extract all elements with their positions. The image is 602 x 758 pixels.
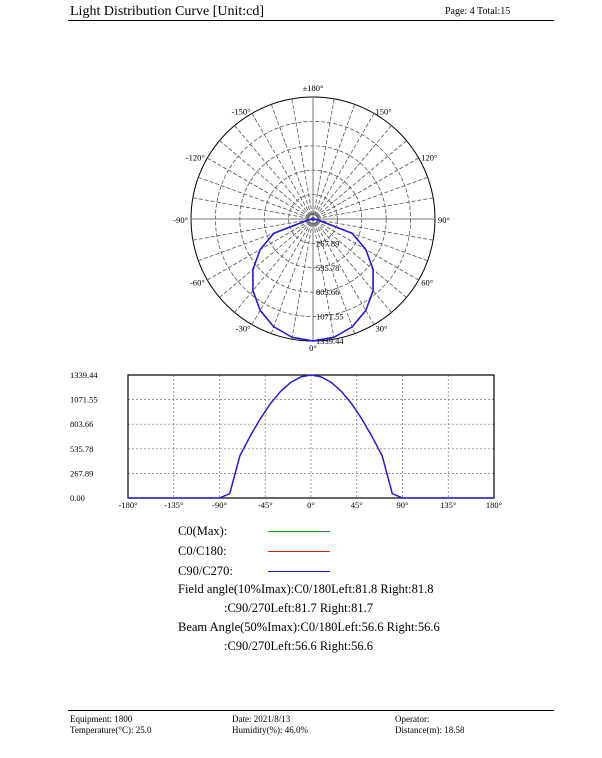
polar-angle-label: -90°: [173, 215, 188, 225]
legend-item-c0c180: C0/C180:: [178, 541, 330, 561]
polar-angle-label: 90°: [438, 215, 450, 225]
polar-series-line: [252, 218, 374, 342]
polar-radius-label: 535.78: [316, 263, 339, 273]
legend-swatch: [268, 570, 330, 572]
polar-angle-label: -120°: [186, 153, 205, 163]
x-tick-label: 180°: [486, 500, 502, 510]
legend-item-c90c270: C90/C270:: [178, 561, 330, 581]
x-tick-label: -90°: [212, 500, 227, 510]
polar-angle-label: 60°: [421, 278, 433, 288]
y-tick-label: 0.00: [70, 493, 85, 503]
humidity: Humidity(%): 46.0%: [232, 725, 308, 735]
beam-angle-c0: Beam Angle(50%Imax):C0/180Left:56.6 Righ…: [178, 620, 440, 634]
y-tick-label: 1339.44: [70, 370, 98, 380]
polar-chart: ±180° 150° -150° 120° -120° 90° -90° 60° -60° 30°…: [173, 83, 450, 353]
cartesian-chart: -180° -135° -90° -45° 0° 45° 90° 135° 180° 0.00 26…: [70, 370, 502, 510]
footer-col-1: Equipment: 1800 Temperature(°C): 25.0: [70, 714, 151, 736]
page-title: Light Distribution Curve [Unit:cd]: [70, 4, 265, 19]
distance: Distance(m): 18.58: [395, 725, 465, 735]
header-divider: [68, 20, 554, 21]
polar-angle-label: 0°: [309, 343, 317, 353]
legend-label: C0(Max):: [178, 524, 228, 538]
polar-angle-label: -150°: [232, 107, 251, 117]
field-angle-c0: Field angle(10%Imax):C0/180Left:81.8 Rig…: [178, 582, 434, 596]
x-tick-label: 45°: [351, 500, 363, 510]
legend-swatch: [268, 530, 330, 532]
legend: C0(Max): C0/C180: C90/C270:: [178, 521, 330, 581]
polar-radius-label: 1339.44: [316, 336, 344, 346]
polar-angle-label: 150°: [376, 107, 392, 117]
y-tick-label: 803.66: [70, 419, 93, 429]
polar-radius-label: 267.89: [316, 238, 339, 248]
x-tick-label: 135°: [440, 500, 456, 510]
polar-radius-label: 1071.55: [316, 312, 344, 322]
legend-swatch: [268, 550, 330, 552]
polar-angle-label: 30°: [376, 323, 388, 333]
x-tick-label: -45°: [258, 500, 273, 510]
y-tick-label: 535.78: [70, 444, 93, 454]
x-tick-label: -135°: [164, 500, 183, 510]
temperature: Temperature(°C): 25.0: [70, 725, 152, 735]
polar-angle-label: ±180°: [303, 83, 324, 93]
legend-item-c0max: C0(Max):: [178, 521, 330, 541]
footer-col-3: Operator: Distance(m): 18.58: [395, 714, 464, 736]
x-tick-label: 0°: [307, 500, 315, 510]
field-angle-c90: :C90/270Left:81.7 Right:81.7: [224, 601, 373, 615]
legend-label: C0/C180:: [178, 544, 227, 558]
operator: Operator:: [395, 714, 430, 724]
beam-angle-c90: :C90/270Left:56.6 Right:56.6: [224, 639, 373, 653]
x-tick-label: -180°: [119, 500, 138, 510]
page-counter: Page: 4 Total:15: [445, 6, 511, 17]
angle-summary: Field angle(10%Imax):C0/180Left:81.8 Rig…: [178, 580, 440, 656]
polar-angle-label: -60°: [190, 278, 205, 288]
series-line: [128, 374, 494, 499]
polar-radius-label: 803.66: [316, 287, 339, 297]
y-tick-label: 267.89: [70, 468, 93, 478]
date: Date: 2021/8/13: [232, 714, 291, 724]
footer-divider: [68, 710, 554, 711]
equipment: Equipment: 1800: [70, 714, 133, 724]
x-tick-label: 90°: [397, 500, 409, 510]
footer-col-2: Date: 2021/8/13 Humidity(%): 46.0%: [232, 714, 308, 736]
legend-label: C90/C270:: [178, 564, 233, 578]
y-tick-label: 1071.55: [70, 395, 98, 405]
polar-angle-label: 120°: [421, 153, 437, 163]
polar-angle-label: -30°: [236, 323, 251, 333]
